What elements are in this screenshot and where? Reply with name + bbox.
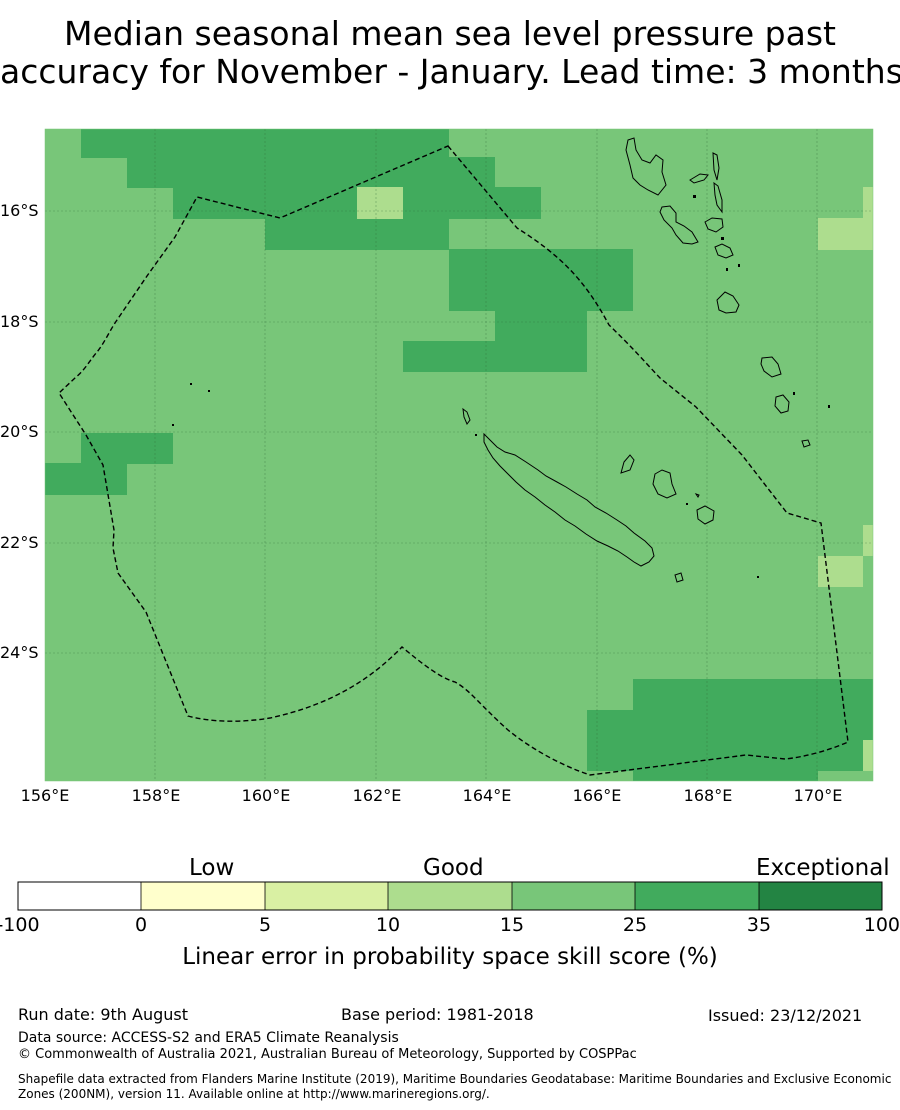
colorbar-segment [635,882,759,910]
legend-category-good: Good [423,855,484,881]
grid-cell [863,740,873,771]
grid-cell [863,187,873,219]
colorbar-tick: 5 [258,914,272,936]
lat-label: 16°S [0,201,39,220]
pentecost-island [713,181,723,214]
colorbar-segment [512,882,635,910]
run-date: Run date: 9th August [18,1005,188,1024]
lat-label: 20°S [0,422,39,441]
lon-label: 168°E [683,786,733,805]
map-title-line-1: Median seasonal mean sea level pressure … [64,14,836,53]
grid-cell [127,157,495,188]
efate-island [716,291,740,314]
lifou-island [652,469,677,499]
lon-label: 158°E [131,786,181,805]
skill-score-grid [45,129,873,781]
maewo-island [712,152,720,181]
grid-cell [265,218,449,250]
grid-cell [633,679,873,711]
lon-label: 160°E [241,786,291,805]
grid-cell [863,525,873,556]
lon-label: 164°E [462,786,512,805]
lat-label: 24°S [0,643,39,662]
ambrym-island [704,217,724,233]
colorbar-tick: 10 [375,914,401,936]
grid-cell [449,249,633,311]
colorbar-tick: 0 [134,914,148,936]
base-period: Base period: 1981-2018 [341,1005,534,1024]
lon-label: 166°E [572,786,622,805]
colorbar-tick: -100 [0,914,40,936]
colorbar-segment [388,882,512,910]
graticule [45,129,873,781]
lon-label: 156°E [20,786,70,805]
colorbar-segment [759,882,882,910]
grid-cell [818,218,873,250]
tiga-island [694,493,700,498]
lat-label: 18°S [0,312,39,331]
cells-25-35 [45,129,873,781]
map-title-line-2: accuracy for November - January. Lead ti… [0,52,900,91]
legend-category-low: Low [189,855,235,881]
ambae-island [689,173,709,184]
grid-cell [495,310,587,342]
grid-cell [403,187,541,219]
erromango-island [760,356,782,378]
copyright: © Commonwealth of Australia 2021, Austra… [18,1047,637,1062]
colorbar-segment [18,882,141,910]
colorbar-tick: 15 [499,914,525,936]
lat-label: 22°S [0,533,39,552]
grid-cell [45,463,127,495]
legend-category-exceptional: Exceptional [756,855,890,881]
shapefile-credit: Shapefile data extracted from Flanders M… [18,1072,892,1101]
grande-terre-island [483,432,655,567]
grid-cell [357,187,403,219]
lon-label: 170°E [793,786,843,805]
grid-cell [633,770,818,781]
mare-island [696,505,715,525]
grid-cell [818,556,863,587]
eez-boundary [58,145,849,776]
grid-cell [587,740,863,771]
colorbar-segment [265,882,388,910]
malekula-island [659,205,699,245]
grid-cell [587,710,873,741]
land-outlines [462,137,811,583]
map-frame [44,128,874,782]
colorbar [17,881,883,911]
colorbar-tick: 100 [863,914,900,936]
colorbar-tick: 25 [622,914,648,936]
lon-label: 162°E [352,786,402,805]
issued-date: Issued: 23/12/2021 [708,1006,863,1025]
colorbar-segment [141,882,265,910]
colorbar-tick: 35 [746,914,772,936]
small-islets [172,195,830,578]
grid-cell [81,433,173,464]
aneityum-island [801,439,811,448]
isle-of-pines-island [674,572,684,583]
ouvea-island [620,454,635,474]
tanna-island [774,394,790,414]
epi-island [714,243,734,259]
belep-island [462,407,471,425]
grid-cell [403,341,587,372]
cells-10-15 [357,187,873,771]
espiritu-santo-island [625,137,667,196]
data-source: Data source: ACCESS-S2 and ERA5 Climate … [18,1030,399,1046]
grid-background-15-25 [45,129,873,781]
colorbar-title: Linear error in probability space skill … [182,944,718,970]
